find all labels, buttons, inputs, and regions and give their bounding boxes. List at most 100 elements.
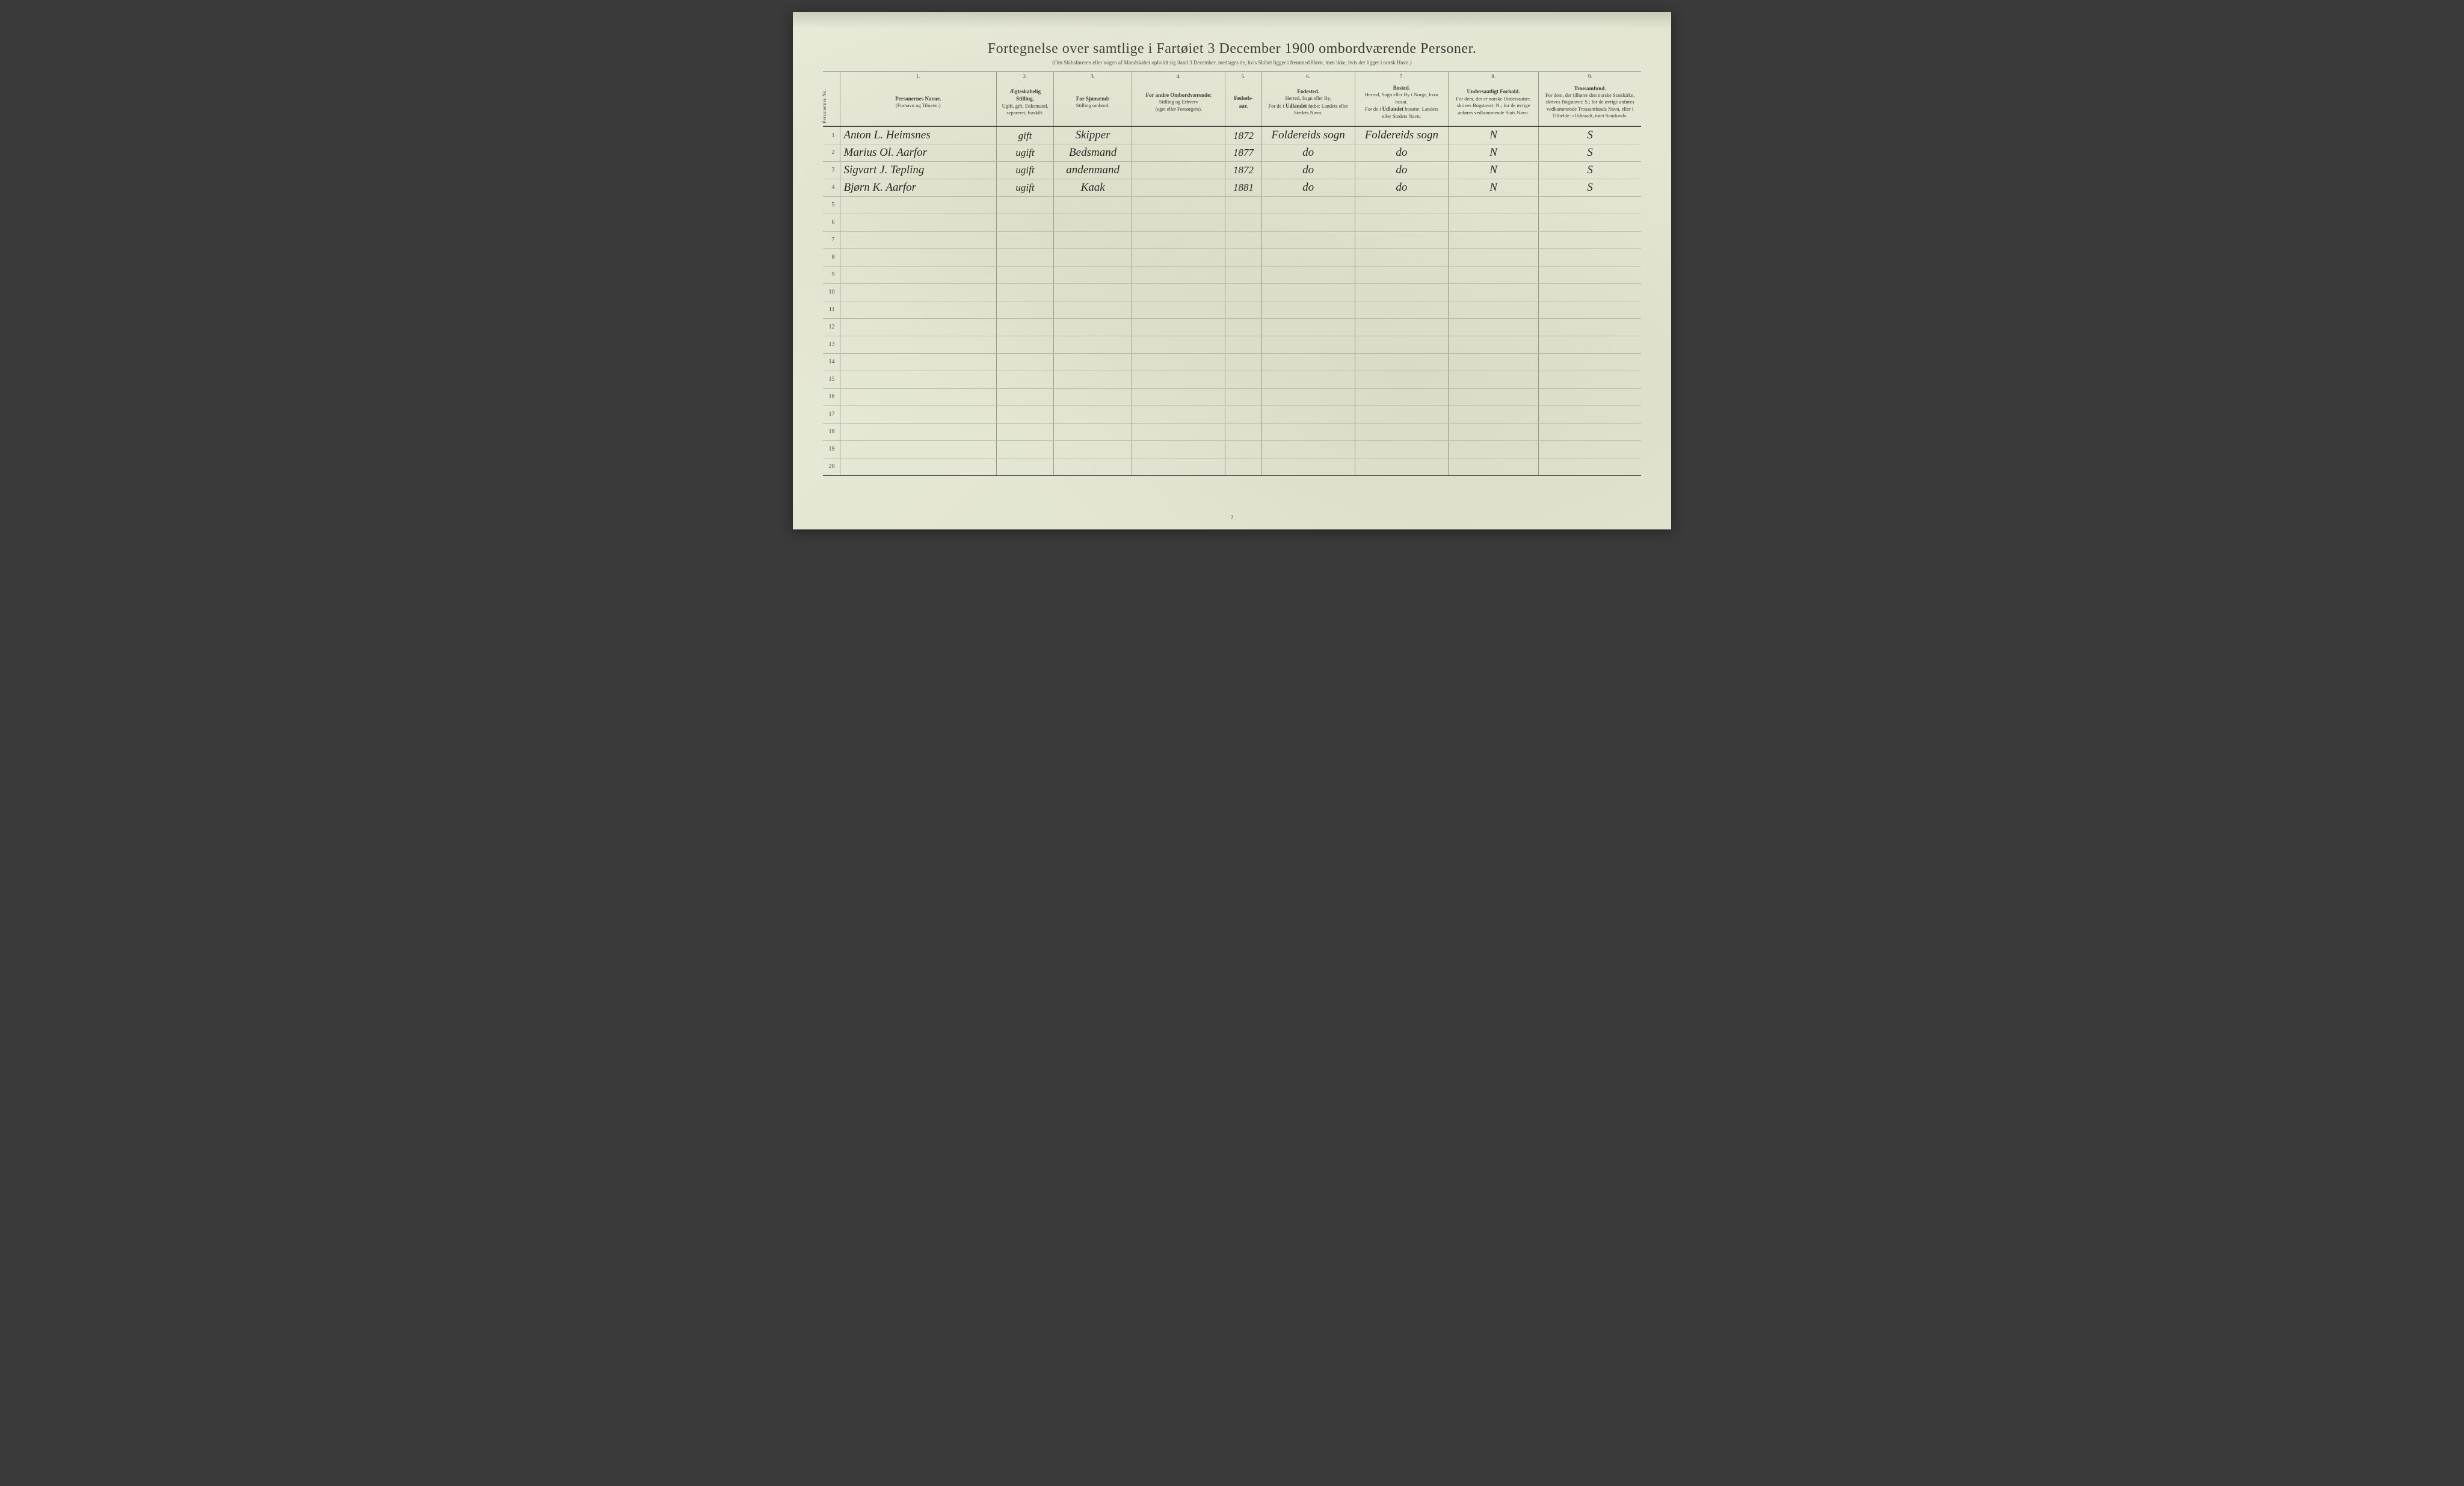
data-cell	[1261, 405, 1355, 423]
data-cell	[996, 248, 1053, 266]
data-cell	[1054, 318, 1132, 336]
data-cell	[1225, 266, 1261, 283]
handwritten-value: S	[1587, 129, 1593, 141]
data-cell	[1225, 440, 1261, 458]
data-cell: ugift	[996, 144, 1053, 161]
handwritten-value: S	[1587, 181, 1593, 194]
data-cell: do	[1355, 144, 1448, 161]
handwritten-value: 1881	[1233, 182, 1254, 193]
row-number-cell: 15	[823, 371, 840, 388]
data-cell	[1355, 458, 1448, 475]
table-row: 18	[823, 423, 1641, 440]
data-cell	[1448, 405, 1538, 423]
data-cell	[840, 371, 996, 388]
handwritten-value: Sigvart J. Tepling	[844, 164, 925, 176]
handwritten-value: Foldereids sogn	[1271, 129, 1344, 141]
row-number-cell: 12	[823, 318, 840, 336]
handwritten-value: do	[1302, 146, 1314, 159]
data-cell	[1261, 266, 1355, 283]
data-cell	[1448, 283, 1538, 301]
data-cell	[1132, 423, 1225, 440]
data-cell	[1539, 266, 1641, 283]
data-cell	[1225, 196, 1261, 214]
page-number: 2	[1231, 514, 1234, 521]
data-cell	[1448, 196, 1538, 214]
data-cell	[1132, 214, 1225, 231]
data-cell	[1448, 458, 1538, 475]
handwritten-value: N	[1489, 129, 1497, 141]
data-cell	[1539, 248, 1641, 266]
row-number-cell: 8	[823, 248, 840, 266]
data-cell: S	[1539, 161, 1641, 179]
row-number-cell: 2	[823, 144, 840, 161]
data-cell	[1261, 458, 1355, 475]
data-cell	[1054, 458, 1132, 475]
data-cell	[1539, 440, 1641, 458]
data-cell	[996, 196, 1053, 214]
data-cell	[1355, 214, 1448, 231]
data-cell	[1132, 440, 1225, 458]
data-cell: 1877	[1225, 144, 1261, 161]
data-cell	[996, 353, 1053, 371]
data-cell: do	[1355, 161, 1448, 179]
data-cell	[996, 388, 1053, 405]
data-cell	[1225, 423, 1261, 440]
document-page: Fortegnelse over samtlige i Fartøiet 3 D…	[793, 12, 1671, 529]
handwritten-value: N	[1489, 181, 1497, 194]
data-cell	[1261, 336, 1355, 353]
row-number-cell: 9	[823, 266, 840, 283]
data-cell	[840, 423, 996, 440]
data-cell	[1225, 336, 1261, 353]
data-cell: S	[1539, 126, 1641, 144]
handwritten-value: N	[1489, 146, 1497, 159]
data-cell	[1355, 440, 1448, 458]
data-cell	[1539, 283, 1641, 301]
data-cell	[1448, 301, 1538, 318]
data-cell	[1132, 371, 1225, 388]
data-cell	[840, 266, 996, 283]
data-cell: gift	[996, 126, 1053, 144]
data-cell	[840, 301, 996, 318]
row-number-cell: 10	[823, 283, 840, 301]
data-cell: do	[1261, 179, 1355, 196]
page-subtitle: (Om Skibsføreren eller nogen af Mandskab…	[823, 60, 1641, 66]
data-cell: S	[1539, 179, 1641, 196]
data-cell	[1132, 179, 1225, 196]
data-cell	[1261, 318, 1355, 336]
hdr-name: Personernes Navne.(Fornavn og Tilnavn.)	[840, 81, 996, 126]
table-row: 19	[823, 440, 1641, 458]
data-cell	[1225, 214, 1261, 231]
data-cell	[996, 318, 1053, 336]
data-cell	[840, 405, 996, 423]
data-cell	[1539, 458, 1641, 475]
data-cell: ugift	[996, 161, 1053, 179]
data-cell	[1054, 301, 1132, 318]
row-number-cell: 7	[823, 231, 840, 248]
table-row: 20	[823, 458, 1641, 475]
data-cell	[1261, 440, 1355, 458]
handwritten-value: ugift	[1015, 164, 1034, 176]
data-cell	[1225, 371, 1261, 388]
data-cell	[1261, 214, 1355, 231]
data-cell	[1448, 388, 1538, 405]
handwritten-value: Bedsmand	[1069, 146, 1116, 159]
data-cell	[1539, 405, 1641, 423]
row-number-cell: 13	[823, 336, 840, 353]
data-cell	[996, 405, 1053, 423]
data-cell	[1054, 283, 1132, 301]
data-cell	[1132, 301, 1225, 318]
data-cell	[1054, 405, 1132, 423]
table-body: 1Anton L. HeimsnesgiftSkipper1872Foldere…	[823, 126, 1641, 475]
handwritten-value: Foldereids sogn	[1365, 129, 1438, 141]
colnum-0	[823, 72, 840, 81]
data-cell	[1355, 405, 1448, 423]
data-cell	[1225, 248, 1261, 266]
data-cell	[1132, 405, 1225, 423]
data-cell	[1448, 371, 1538, 388]
data-cell	[1054, 388, 1132, 405]
data-cell	[1448, 231, 1538, 248]
data-cell	[996, 301, 1053, 318]
data-cell	[1132, 266, 1225, 283]
handwritten-value: ugift	[1015, 182, 1034, 193]
data-cell	[1132, 318, 1225, 336]
